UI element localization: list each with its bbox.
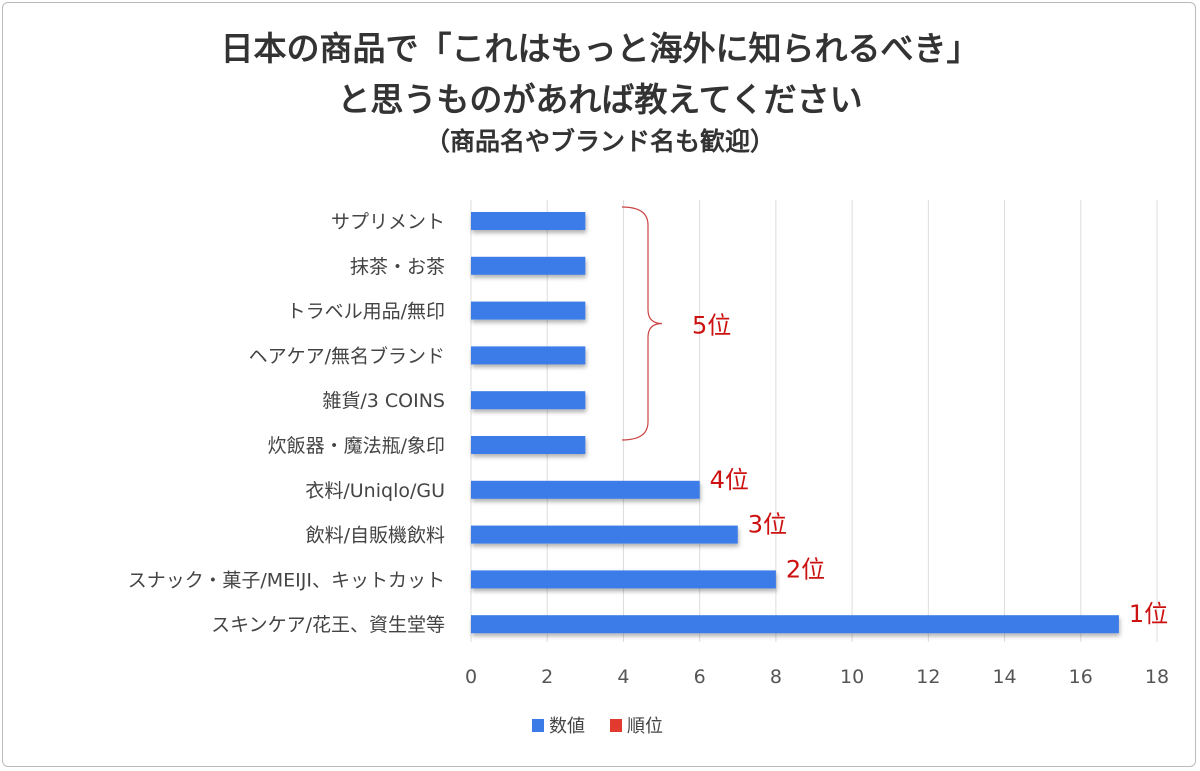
bar	[471, 346, 586, 365]
x-tick-label: 6	[694, 666, 706, 688]
bar	[471, 480, 700, 499]
rank-annotation: 5位	[692, 312, 731, 340]
x-tick-label: 14	[992, 666, 1016, 688]
x-tick-label: 8	[770, 666, 782, 688]
bar	[471, 525, 738, 544]
chart-title: 日本の商品で「これはもっと海外に知られるべき」	[220, 29, 980, 68]
bar	[471, 301, 586, 320]
legend-label: 順位	[627, 716, 663, 737]
bar	[471, 615, 1119, 634]
category-label: 衣料/Uniqlo/GU	[305, 480, 445, 502]
legend-swatch	[532, 719, 544, 732]
x-tick-label: 16	[1069, 666, 1093, 688]
rank-annotation: 2位	[786, 555, 825, 583]
category-label: 雑貨/3 COINS	[322, 390, 445, 412]
category-label: ヘアケア/無名ブランド	[249, 344, 445, 367]
category-label: 飲料/自販機飲料	[306, 525, 445, 547]
chart-subtitle: （商品名やブランド名も歓迎）	[424, 127, 775, 156]
x-tick-label: 10	[840, 666, 864, 688]
category-label: 抹茶・お茶	[350, 256, 445, 278]
rank-annotation: 4位	[710, 466, 749, 494]
bar	[471, 391, 586, 410]
category-label: 炊飯器・魔法瓶/象印	[268, 435, 445, 457]
category-label: スキンケア/花王、資生堂等	[211, 614, 445, 636]
bracket	[621, 206, 663, 441]
chart-title-line2: と思うものがあれば教えてください	[337, 80, 863, 119]
x-tick-label: 2	[541, 666, 553, 688]
legend-label: 数値	[549, 716, 585, 737]
rank-annotation: 1位	[1129, 600, 1168, 628]
x-tick-label: 0	[465, 666, 477, 688]
category-label: スナック・菓子/MEIJI、キットカット	[128, 569, 445, 591]
x-tick-label: 4	[617, 666, 629, 688]
category-label: トラベル用品/無印	[287, 301, 445, 323]
bar	[471, 436, 586, 454]
x-tick-label: 18	[1145, 666, 1169, 688]
rank-annotation: 3位	[748, 511, 787, 539]
x-tick-label: 12	[916, 666, 940, 688]
bar	[471, 570, 776, 589]
category-label: サプリメント	[331, 211, 445, 233]
legend-swatch	[610, 719, 622, 732]
bar	[471, 212, 586, 230]
bar	[471, 256, 586, 275]
